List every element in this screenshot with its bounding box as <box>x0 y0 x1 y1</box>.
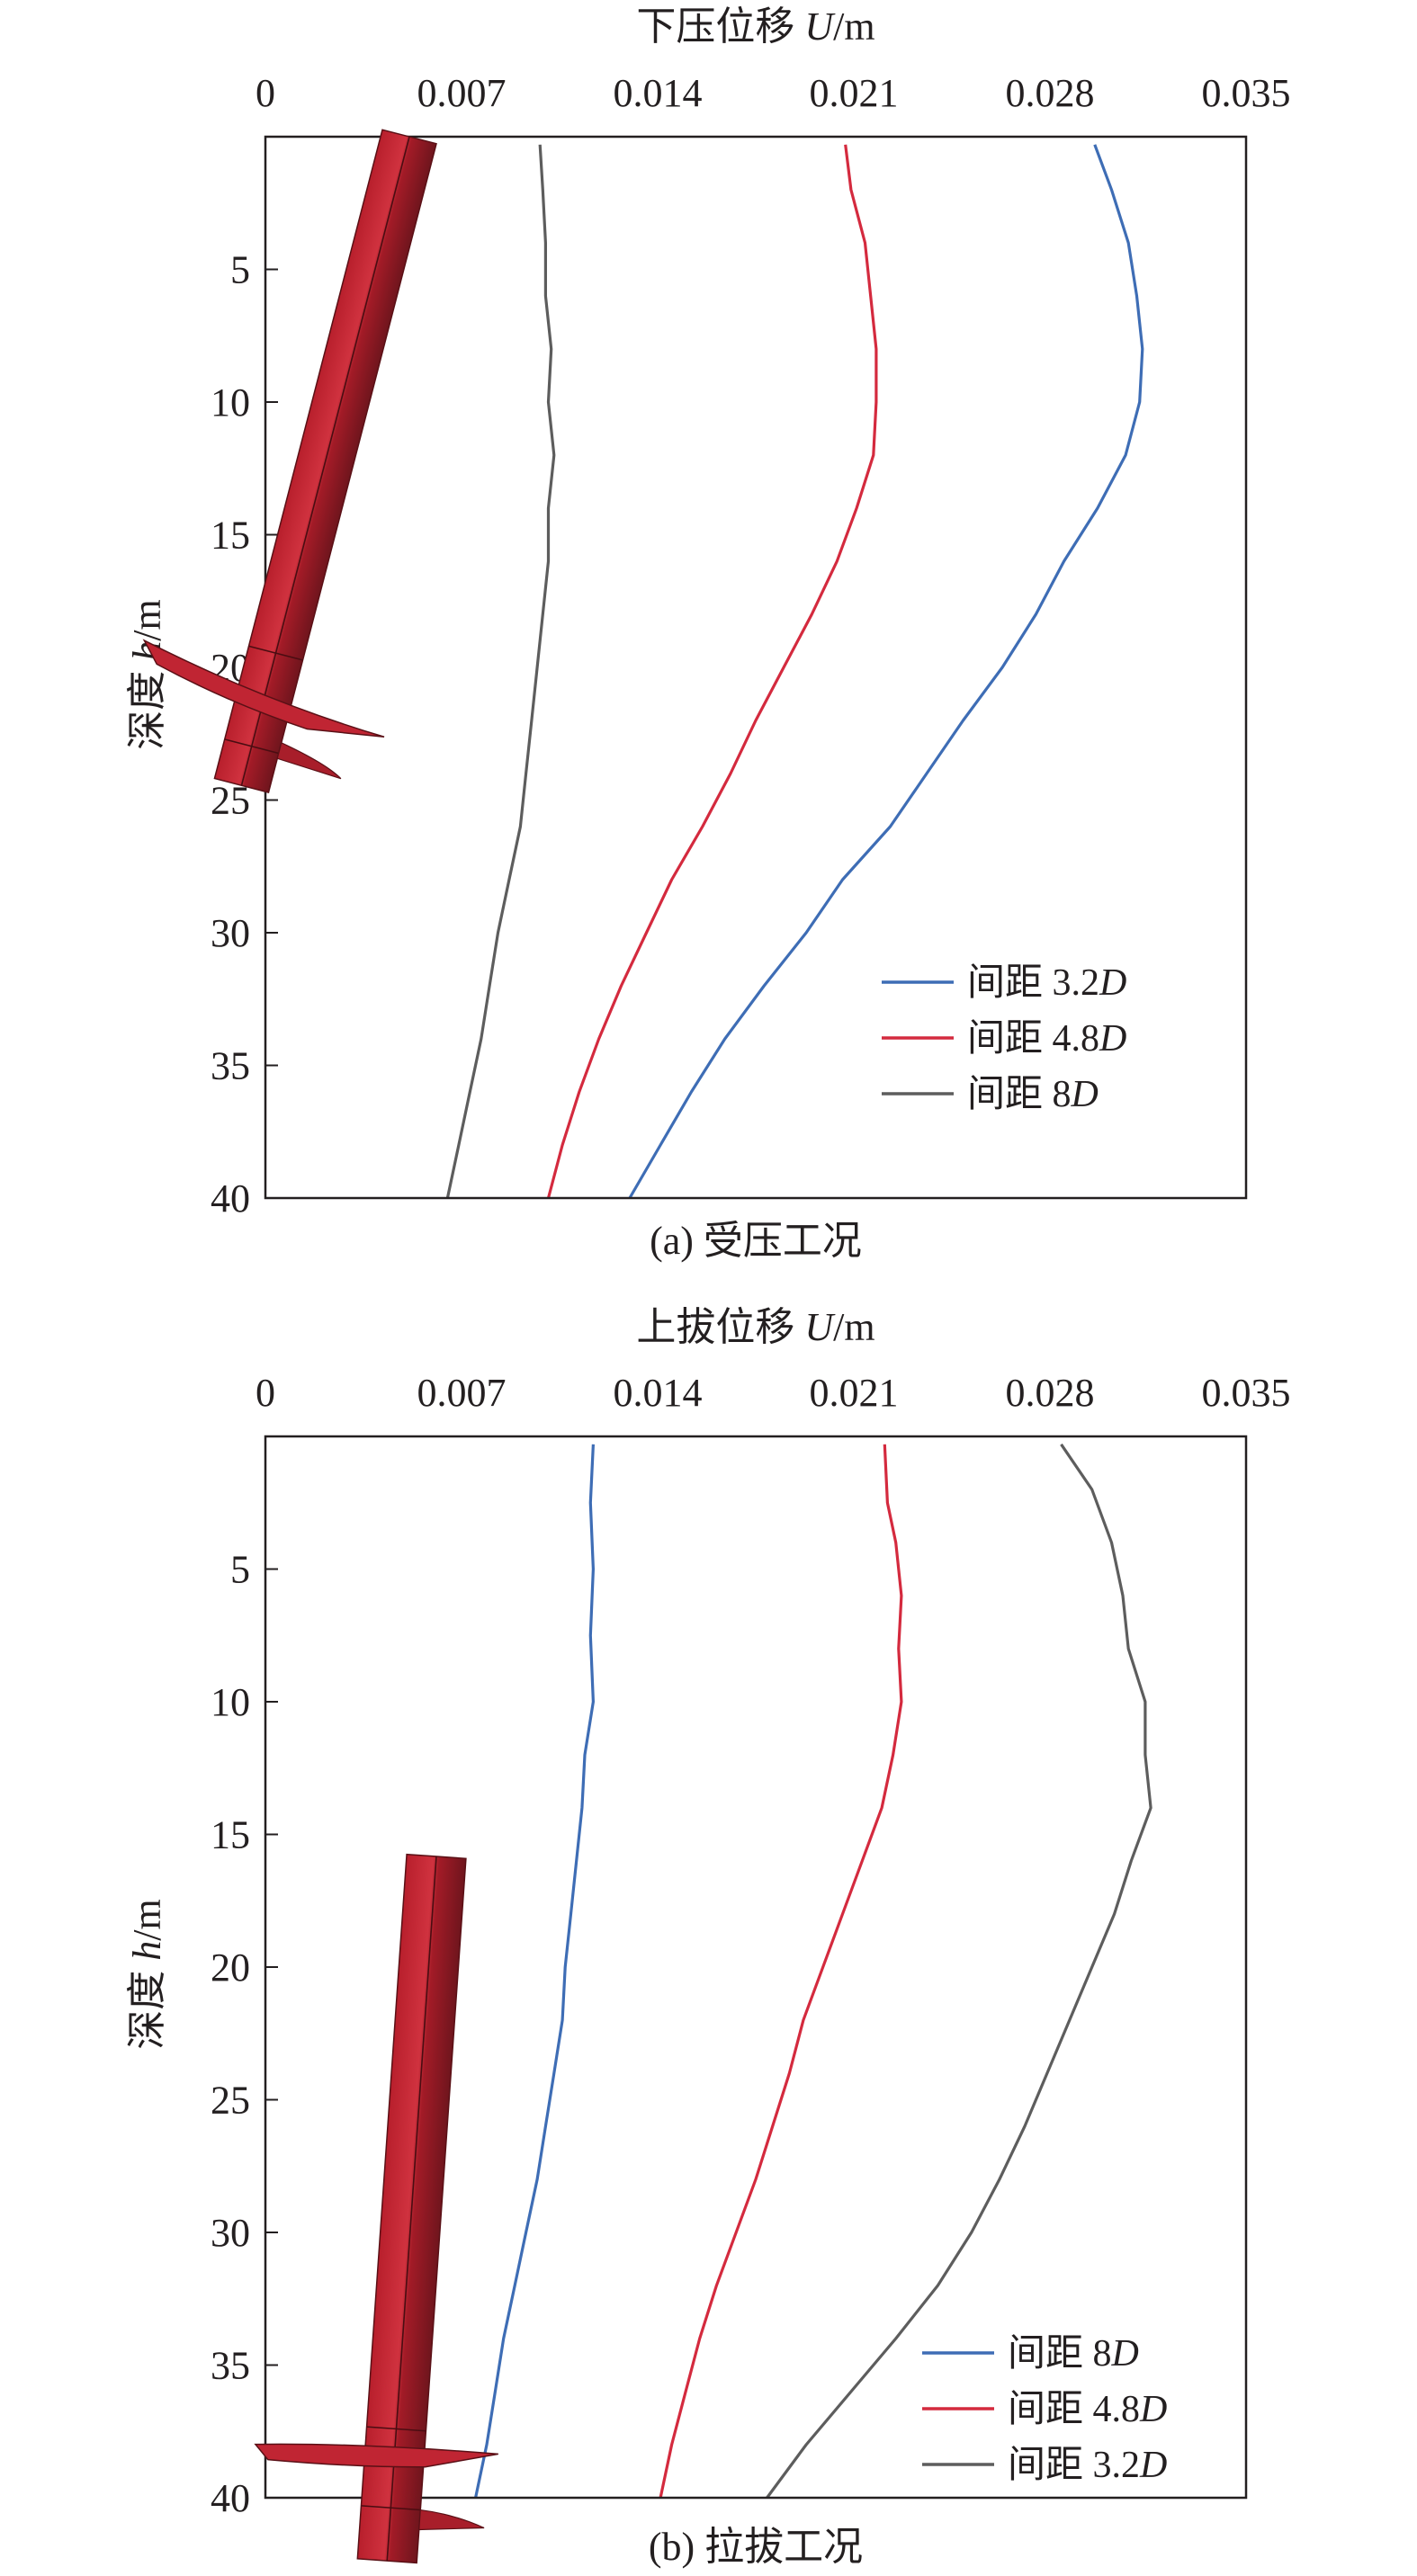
x-tick-label: 0.014 <box>614 71 703 115</box>
panel-b-caption: (b) 拉拔工况 <box>649 2525 863 2569</box>
x-tick-label: 0.021 <box>810 71 899 115</box>
pile-mesh-line <box>366 2426 426 2432</box>
panel-a: 下压位移 U/m 深度 h/m 0 0.007 0.014 0.021 0.028 0.0… <box>125 4 1291 1263</box>
pile-edge-line <box>240 136 410 786</box>
x-tick-label: 0.035 <box>1202 1371 1291 1415</box>
pile-mesh-line <box>224 738 279 755</box>
panel-a-ylabel: 深度 h/m <box>125 599 169 749</box>
x-tick-label: 0 <box>256 1371 275 1415</box>
y-tick-label: 40 <box>211 1176 250 1221</box>
x-tick-label: 0.014 <box>614 1371 703 1415</box>
y-tick-label: 30 <box>211 911 250 955</box>
panel-b: 上拔位移 U/m 深度 h/m 0 0.007 0.014 0.021 0.028 0.0… <box>125 1305 1291 2569</box>
pile-helix-plate-lower <box>276 741 342 780</box>
panel-b-legend: 间距 8D 间距 4.8D 间距 3.2D <box>922 2333 1167 2486</box>
y-tick-label: 35 <box>211 1044 250 1088</box>
x-tick-label: 0 <box>256 71 275 115</box>
panel-b-plot <box>474 1443 1152 2499</box>
y-tick-label: 5 <box>230 248 250 292</box>
panel-b-pile <box>254 1853 498 2564</box>
legend-label: 间距 4.8D <box>1008 2389 1167 2430</box>
y-tick-label: 5 <box>230 1548 250 1592</box>
panel-a-xlabel: 下压位移 U/m <box>636 4 874 49</box>
panel-b-x-ticks: 0 0.007 0.014 0.021 0.028 0.035 <box>256 1371 1291 1415</box>
panel-a-legend: 间距 3.2D 间距 4.8D 间距 8D <box>882 962 1126 1115</box>
pile-helix-plate <box>254 2443 498 2468</box>
pile-mesh-line <box>361 2505 421 2511</box>
legend-label: 间距 8D <box>1008 2333 1139 2375</box>
y-tick-label: 10 <box>211 380 250 425</box>
pile-helix-plate-lower <box>418 2509 485 2531</box>
series-line <box>445 144 556 1199</box>
legend-label: 间距 4.8D <box>967 1018 1126 1060</box>
legend-label: 间距 8D <box>967 1074 1099 1115</box>
x-tick-label: 0.007 <box>417 71 507 115</box>
pile-helix-plate <box>142 639 385 738</box>
panel-b-y-ticks: 5 10 15 20 25 30 35 40 <box>211 1548 278 2520</box>
y-tick-label: 20 <box>211 1945 250 1990</box>
series-line <box>546 144 878 1199</box>
pile-edge-line <box>386 1856 437 2562</box>
legend-label: 间距 3.2D <box>1008 2445 1167 2486</box>
legend-label: 间距 3.2D <box>967 962 1126 1004</box>
panel-a-caption: (a) 受压工况 <box>650 1219 862 1263</box>
y-tick-label: 25 <box>211 2079 250 2123</box>
panel-a-plot <box>445 144 1144 1199</box>
panel-b-frame <box>264 1435 1248 2500</box>
series-line <box>628 144 1144 1199</box>
x-tick-label: 0.007 <box>417 1371 507 1415</box>
y-tick-label: 35 <box>211 2344 250 2388</box>
series-line <box>474 1444 595 2499</box>
x-tick-label: 0.021 <box>810 1371 899 1415</box>
y-tick-label: 10 <box>211 1680 250 1724</box>
x-tick-label: 0.028 <box>1006 1371 1095 1415</box>
y-tick-label: 15 <box>211 514 250 558</box>
panel-b-xlabel: 上拔位移 U/m <box>636 1305 874 1349</box>
series-line <box>766 1443 1152 2499</box>
y-tick-label: 40 <box>211 2476 250 2520</box>
y-tick-label: 15 <box>211 1813 250 1857</box>
series-line <box>659 1444 903 2499</box>
y-tick-label: 30 <box>211 2211 250 2255</box>
panel-a-pile <box>142 129 437 793</box>
pile-mesh-line <box>248 645 303 661</box>
panel-a-x-ticks: 0 0.007 0.014 0.021 0.028 0.035 <box>256 71 1291 115</box>
panel-b-ylabel: 深度 h/m <box>125 1899 169 2049</box>
x-tick-label: 0.028 <box>1006 71 1095 115</box>
x-tick-label: 0.035 <box>1202 71 1291 115</box>
